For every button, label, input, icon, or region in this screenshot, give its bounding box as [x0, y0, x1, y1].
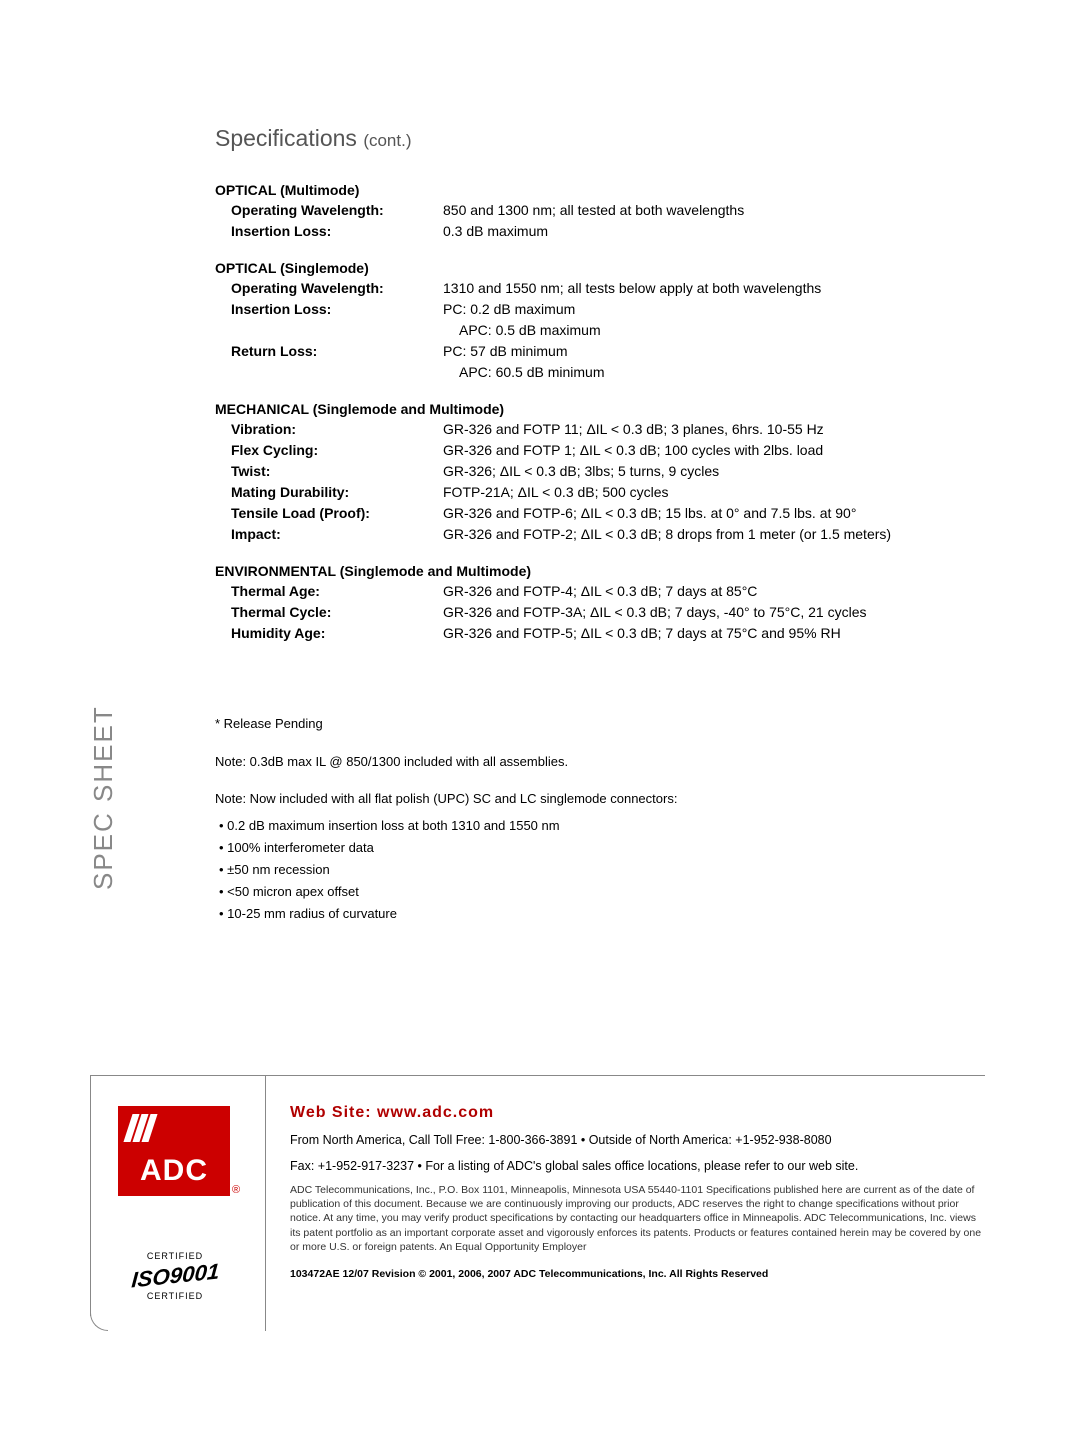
spec-row: Tensile Load (Proof):GR-326 and FOTP-6; …: [215, 503, 980, 524]
optical-sm-heading: OPTICAL (Singlemode): [215, 260, 980, 276]
note-2: Note: Now included with all flat polish …: [215, 789, 980, 809]
bullet-item: 100% interferometer data: [219, 837, 980, 859]
spec-label: Thermal Cycle:: [215, 602, 443, 623]
spec-label: Insertion Loss:: [215, 299, 443, 320]
spec-sheet-label: SPEC SHEET: [88, 705, 119, 890]
spec-row: Vibration:GR-326 and FOTP 11; ΔIL < 0.3 …: [215, 419, 980, 440]
spec-row: Thermal Age:GR-326 and FOTP-4; ΔIL < 0.3…: [215, 581, 980, 602]
spec-value: GR-326 and FOTP 1; ΔIL < 0.3 dB; 100 cyc…: [443, 440, 980, 461]
bullet-item: 0.2 dB maximum insertion loss at both 13…: [219, 815, 980, 837]
footer-border: [90, 1076, 91, 1316]
registered-icon: ®: [232, 1184, 240, 1196]
spec-label: Flex Cycling:: [215, 440, 443, 461]
logo-stripes-icon: [128, 1114, 162, 1144]
spec-label: Mating Durability:: [215, 482, 443, 503]
spec-row: Return Loss: PC: 57 dB minimum: [215, 341, 980, 362]
spec-value: GR-326; ΔIL < 0.3 dB; 3lbs; 5 turns, 9 c…: [443, 461, 980, 482]
title-cont: (cont.): [363, 131, 411, 150]
spec-value: FOTP-21A; ΔIL < 0.3 dB; 500 cycles: [443, 482, 980, 503]
iso-bot: CERTIFIED: [130, 1291, 220, 1301]
web-site-title: Web Site: www.adc.com: [290, 1104, 985, 1122]
spec-row: Impact:GR-326 and FOTP-2; ΔIL < 0.3 dB; …: [215, 524, 980, 545]
spec-row: Mating Durability:FOTP-21A; ΔIL < 0.3 dB…: [215, 482, 980, 503]
iso-number: ISO9001: [130, 1259, 220, 1294]
release-pending: * Release Pending: [215, 714, 980, 734]
logo-text: ADC: [118, 1154, 230, 1188]
spec-value: GR-326 and FOTP-2; ΔIL < 0.3 dB; 8 drops…: [443, 524, 980, 545]
spec-row: Thermal Cycle:GR-326 and FOTP-3A; ΔIL < …: [215, 602, 980, 623]
spec-value: GR-326 and FOTP 11; ΔIL < 0.3 dB; 3 plan…: [443, 419, 980, 440]
spec-value: 0.3 dB maximum: [443, 221, 980, 242]
footer-contact-1: From North America, Call Toll Free: 1-80…: [290, 1132, 985, 1150]
spec-label: Vibration:: [215, 419, 443, 440]
mechanical-block: MECHANICAL (Singlemode and Multimode) Vi…: [215, 401, 980, 545]
spec-label: Twist:: [215, 461, 443, 482]
bullet-item: ±50 nm recession: [219, 859, 980, 881]
footer: ADC ® CERTIFIED ISO9001 CERTIFIED Web Si…: [90, 1075, 985, 1076]
spec-label: Operating Wavelength:: [215, 200, 443, 221]
spec-row: Flex Cycling:GR-326 and FOTP 1; ΔIL < 0.…: [215, 440, 980, 461]
bullet-list: 0.2 dB maximum insertion loss at both 13…: [215, 815, 980, 925]
spec-label: Humidity Age:: [215, 623, 443, 644]
bullet-item: 10-25 mm radius of curvature: [219, 903, 980, 925]
spec-label: Thermal Age:: [215, 581, 443, 602]
iso-badge: CERTIFIED ISO9001 CERTIFIED: [130, 1251, 220, 1301]
footer-contact-2: Fax: +1-952-917-3237 • For a listing of …: [290, 1158, 985, 1176]
environmental-heading: ENVIRONMENTAL (Singlemode and Multimode): [215, 563, 980, 579]
footer-curve: [90, 1313, 108, 1331]
spec-row: Operating Wavelength: 1310 and 1550 nm; …: [215, 278, 980, 299]
adc-logo: ADC: [118, 1106, 230, 1196]
spec-label: Tensile Load (Proof):: [215, 503, 443, 524]
spec-value: 1310 and 1550 nm; all tests below apply …: [443, 278, 980, 299]
spec-row: Insertion Loss: 0.3 dB maximum: [215, 221, 980, 242]
footer-copyright: 103472AE 12/07 Revision © 2001, 2006, 20…: [290, 1268, 985, 1280]
spec-label: Insertion Loss:: [215, 221, 443, 242]
footer-divider: [265, 1076, 266, 1331]
spec-row: Operating Wavelength: 850 and 1300 nm; a…: [215, 200, 980, 221]
bullet-item: <50 micron apex offset: [219, 881, 980, 903]
spec-label: Operating Wavelength:: [215, 278, 443, 299]
footer-legal: ADC Telecommunications, Inc., P.O. Box 1…: [290, 1183, 985, 1254]
spec-row: Twist:GR-326; ΔIL < 0.3 dB; 3lbs; 5 turn…: [215, 461, 980, 482]
optical-singlemode-block: OPTICAL (Singlemode) Operating Wavelengt…: [215, 260, 980, 383]
spec-value: GR-326 and FOTP-4; ΔIL < 0.3 dB; 7 days …: [443, 581, 980, 602]
spec-row: Insertion Loss: PC: 0.2 dB maximum: [215, 299, 980, 320]
spec-value: 850 and 1300 nm; all tested at both wave…: [443, 200, 980, 221]
spec-label: Impact:: [215, 524, 443, 545]
spec-value: PC: 57 dB minimum: [443, 341, 980, 362]
spec-value-sub: APC: 60.5 dB minimum: [215, 362, 980, 383]
title-text: Specifications: [215, 125, 357, 151]
spec-value-sub: APC: 0.5 dB maximum: [215, 320, 980, 341]
environmental-block: ENVIRONMENTAL (Singlemode and Multimode)…: [215, 563, 980, 644]
page-title: Specifications (cont.): [215, 125, 980, 152]
mechanical-heading: MECHANICAL (Singlemode and Multimode): [215, 401, 980, 417]
note-1: Note: 0.3dB max IL @ 850/1300 included w…: [215, 752, 980, 772]
spec-label: Return Loss:: [215, 341, 443, 362]
spec-value: GR-326 and FOTP-5; ΔIL < 0.3 dB; 7 days …: [443, 623, 980, 644]
spec-row: Humidity Age:GR-326 and FOTP-5; ΔIL < 0.…: [215, 623, 980, 644]
spec-value: GR-326 and FOTP-6; ΔIL < 0.3 dB; 15 lbs.…: [443, 503, 980, 524]
spec-value: GR-326 and FOTP-3A; ΔIL < 0.3 dB; 7 days…: [443, 602, 980, 623]
footer-content: Web Site: www.adc.com From North America…: [290, 1104, 985, 1280]
spec-value: PC: 0.2 dB maximum: [443, 299, 980, 320]
optical-mm-heading: OPTICAL (Multimode): [215, 182, 980, 198]
optical-multimode-block: OPTICAL (Multimode) Operating Wavelength…: [215, 182, 980, 242]
